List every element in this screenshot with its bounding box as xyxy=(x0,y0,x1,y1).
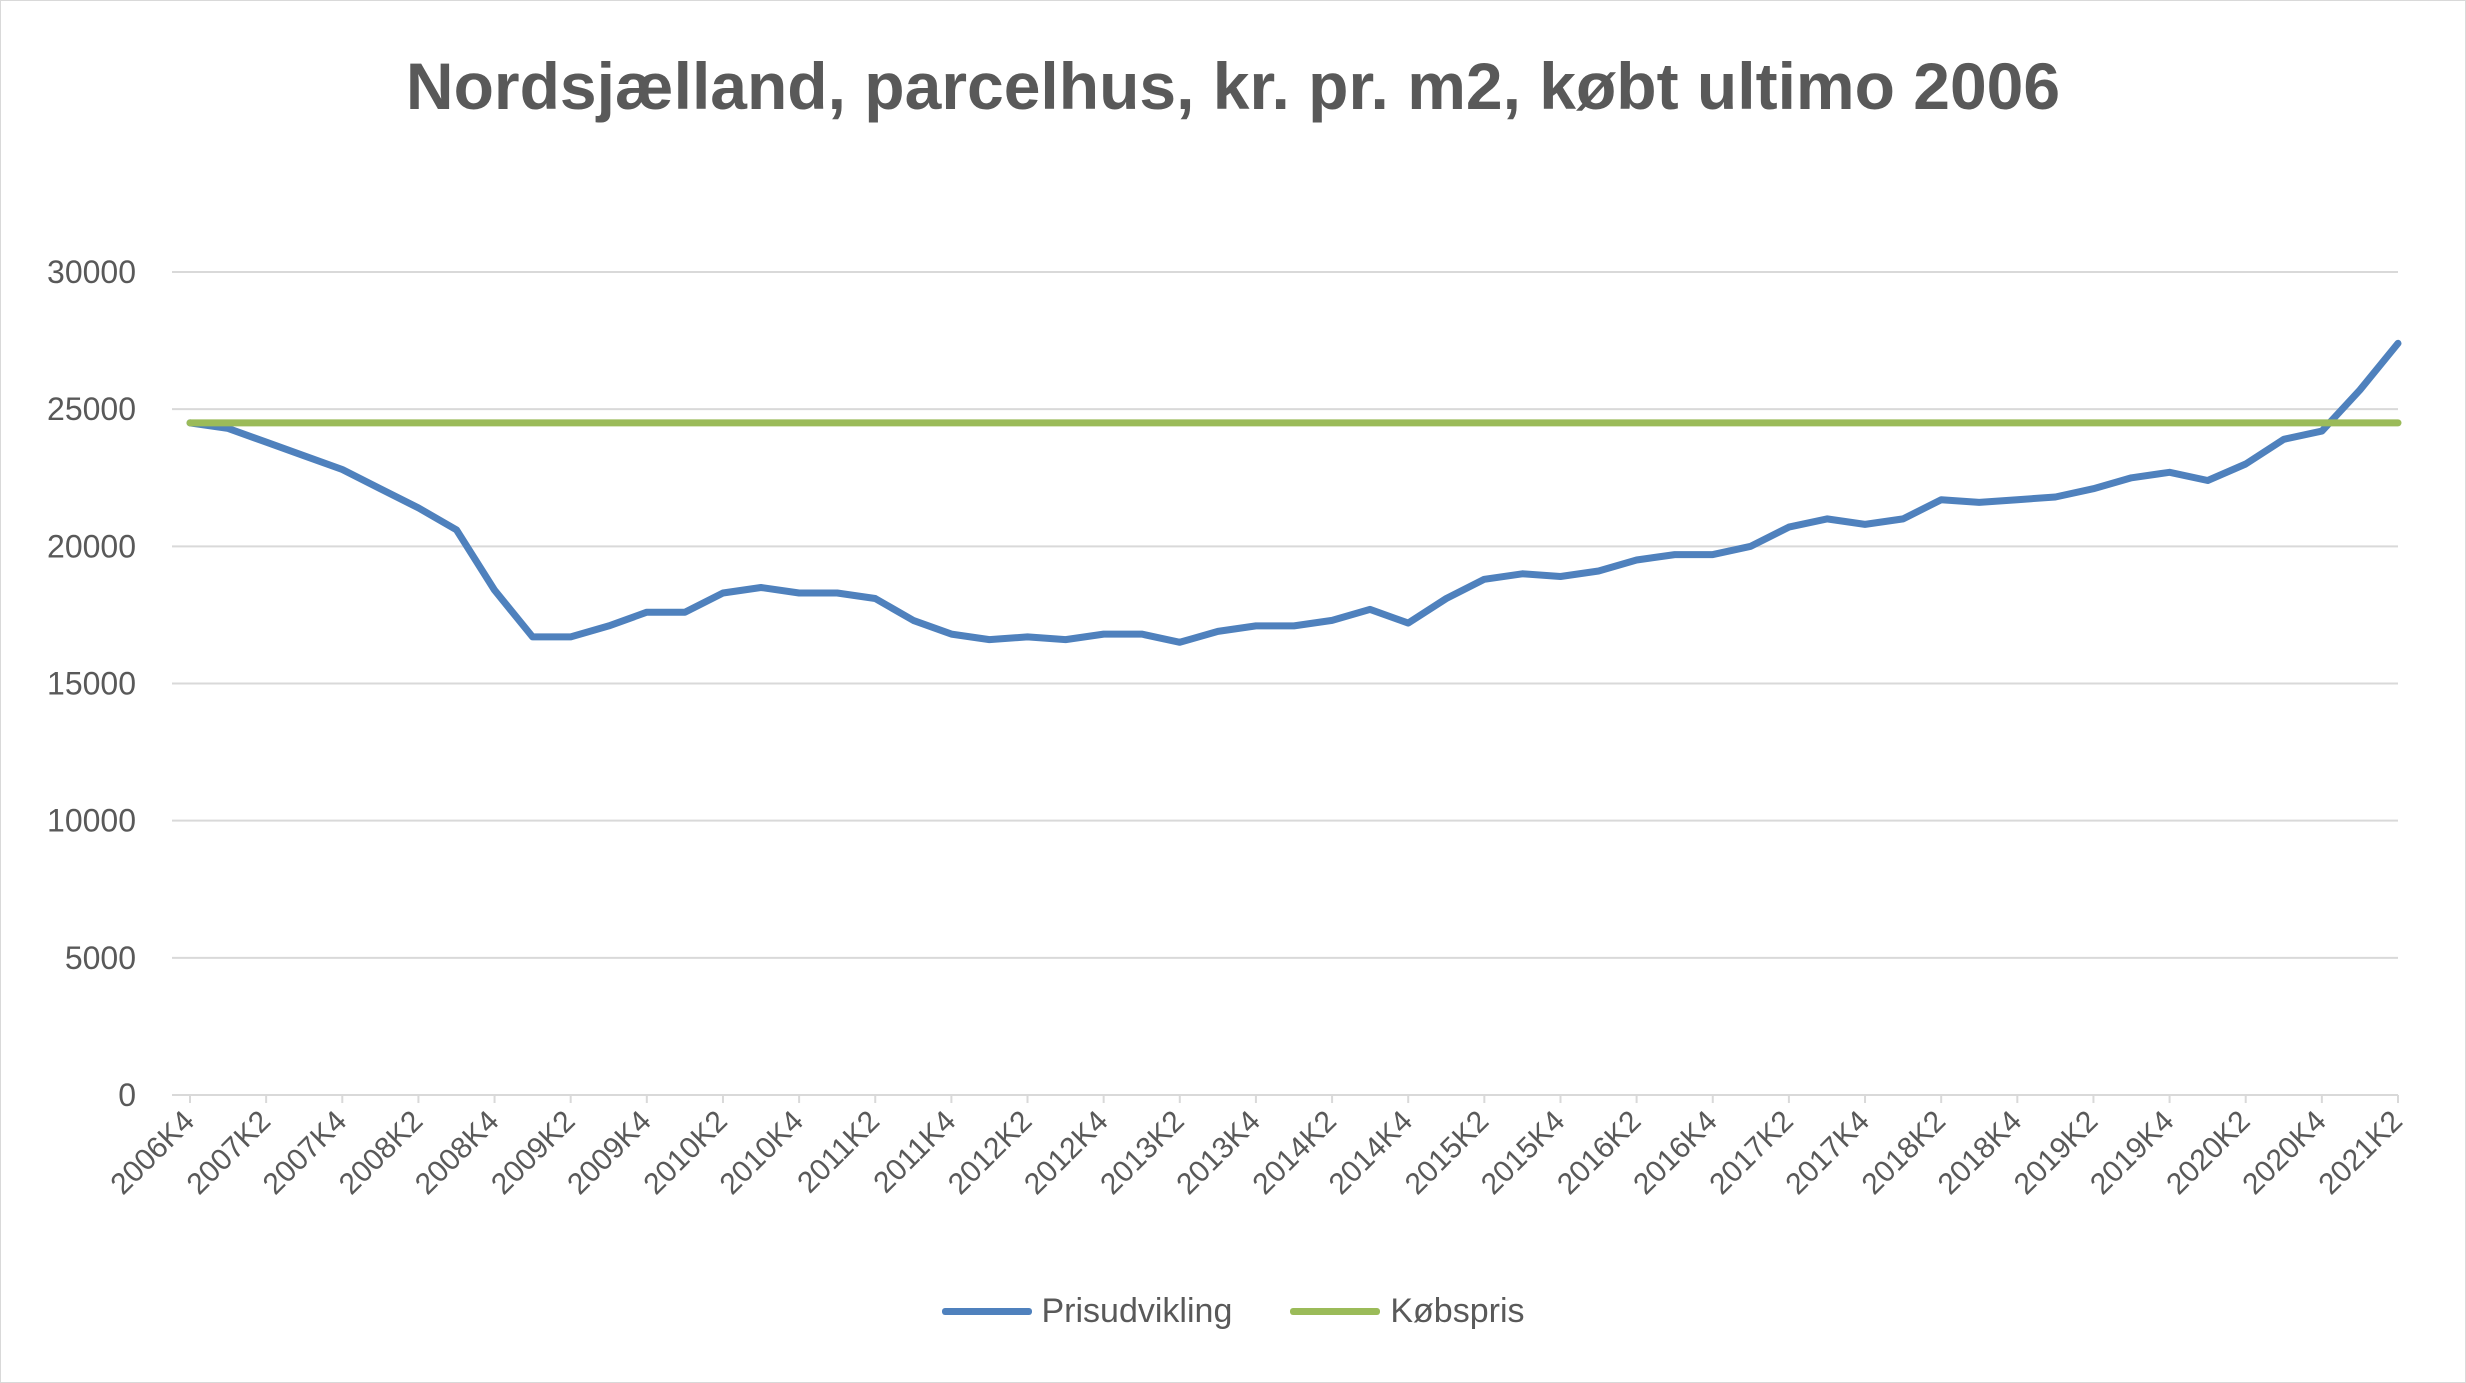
x-tick-label: 2008K2 xyxy=(333,1105,429,1201)
x-tick-label: 2019K4 xyxy=(2084,1105,2180,1201)
y-tick-label: 10000 xyxy=(47,803,136,839)
x-tick-label: 2009K4 xyxy=(561,1105,657,1201)
x-tick-label: 2020K2 xyxy=(2160,1105,2256,1201)
legend-label-prisudvikling: Prisudvikling xyxy=(1041,1292,1233,1330)
x-tick-label: 2010K2 xyxy=(637,1105,733,1201)
y-tick-label: 30000 xyxy=(47,254,136,290)
y-axis-ticks: 0 5000 10000 15000 20000 25000 30000 xyxy=(47,254,136,1113)
x-tick-label: 2014K4 xyxy=(1323,1105,1419,1201)
x-tick-label: 2016K4 xyxy=(1627,1105,1723,1201)
x-tick-label: 2012K2 xyxy=(942,1105,1038,1201)
x-tick-label: 2019K2 xyxy=(2008,1105,2104,1201)
x-tick-label: 2010K4 xyxy=(714,1105,810,1201)
legend-swatch-kobspris xyxy=(1290,1308,1381,1315)
gridlines xyxy=(172,271,2398,1096)
x-tick-label: 2006K4 xyxy=(104,1105,200,1201)
legend-item-prisudvikling: Prisudvikling xyxy=(941,1292,1233,1331)
y-tick-label: 20000 xyxy=(47,528,136,564)
y-tick-label: 25000 xyxy=(47,391,136,427)
legend-label-kobspris: Købspris xyxy=(1390,1292,1525,1330)
y-tick-label: 0 xyxy=(118,1077,136,1113)
x-tick-label: 2007K2 xyxy=(181,1105,277,1201)
x-tick-label: 2012K4 xyxy=(1018,1105,1114,1201)
y-tick-label: 5000 xyxy=(65,940,136,976)
x-axis-ticks: 2006K42007K22007K42008K22008K42009K22009… xyxy=(104,1095,2409,1201)
x-tick-label: 2018K2 xyxy=(1856,1105,1952,1201)
legend-swatch-prisudvikling xyxy=(941,1308,1032,1315)
x-tick-label: 2017K4 xyxy=(1780,1105,1876,1201)
x-tick-label: 2018K4 xyxy=(1932,1105,2028,1201)
x-tick-label: 2013K2 xyxy=(1094,1105,1190,1201)
y-tick-label: 15000 xyxy=(47,666,136,702)
legend: Prisudvikling Købspris xyxy=(0,1292,2466,1331)
series-lines xyxy=(186,339,2402,646)
legend-item-kobspris: Købspris xyxy=(1290,1292,1525,1331)
x-tick-label: 2009K2 xyxy=(485,1105,581,1201)
x-tick-label: 2017K2 xyxy=(1703,1105,1799,1201)
x-tick-label: 2011K4 xyxy=(867,1105,962,1200)
x-tick-label: 2020K4 xyxy=(2236,1105,2332,1201)
x-tick-label: 2013K4 xyxy=(1170,1105,1266,1201)
x-tick-label: 2014K2 xyxy=(1247,1105,1343,1201)
series-line-prisudvikling xyxy=(186,339,2402,646)
x-tick-label: 2011K2 xyxy=(791,1105,886,1200)
x-tick-label: 2008K4 xyxy=(409,1105,505,1201)
x-tick-label: 2007K4 xyxy=(257,1105,353,1201)
x-tick-label: 2016K2 xyxy=(1551,1105,1647,1201)
x-tick-label: 2015K2 xyxy=(1399,1105,1495,1201)
x-tick-label: 2015K4 xyxy=(1475,1105,1571,1201)
x-tick-label: 2021K2 xyxy=(2312,1105,2408,1201)
chart-title: Nordsjælland, parcelhus, kr. pr. m2, køb… xyxy=(405,49,2061,123)
